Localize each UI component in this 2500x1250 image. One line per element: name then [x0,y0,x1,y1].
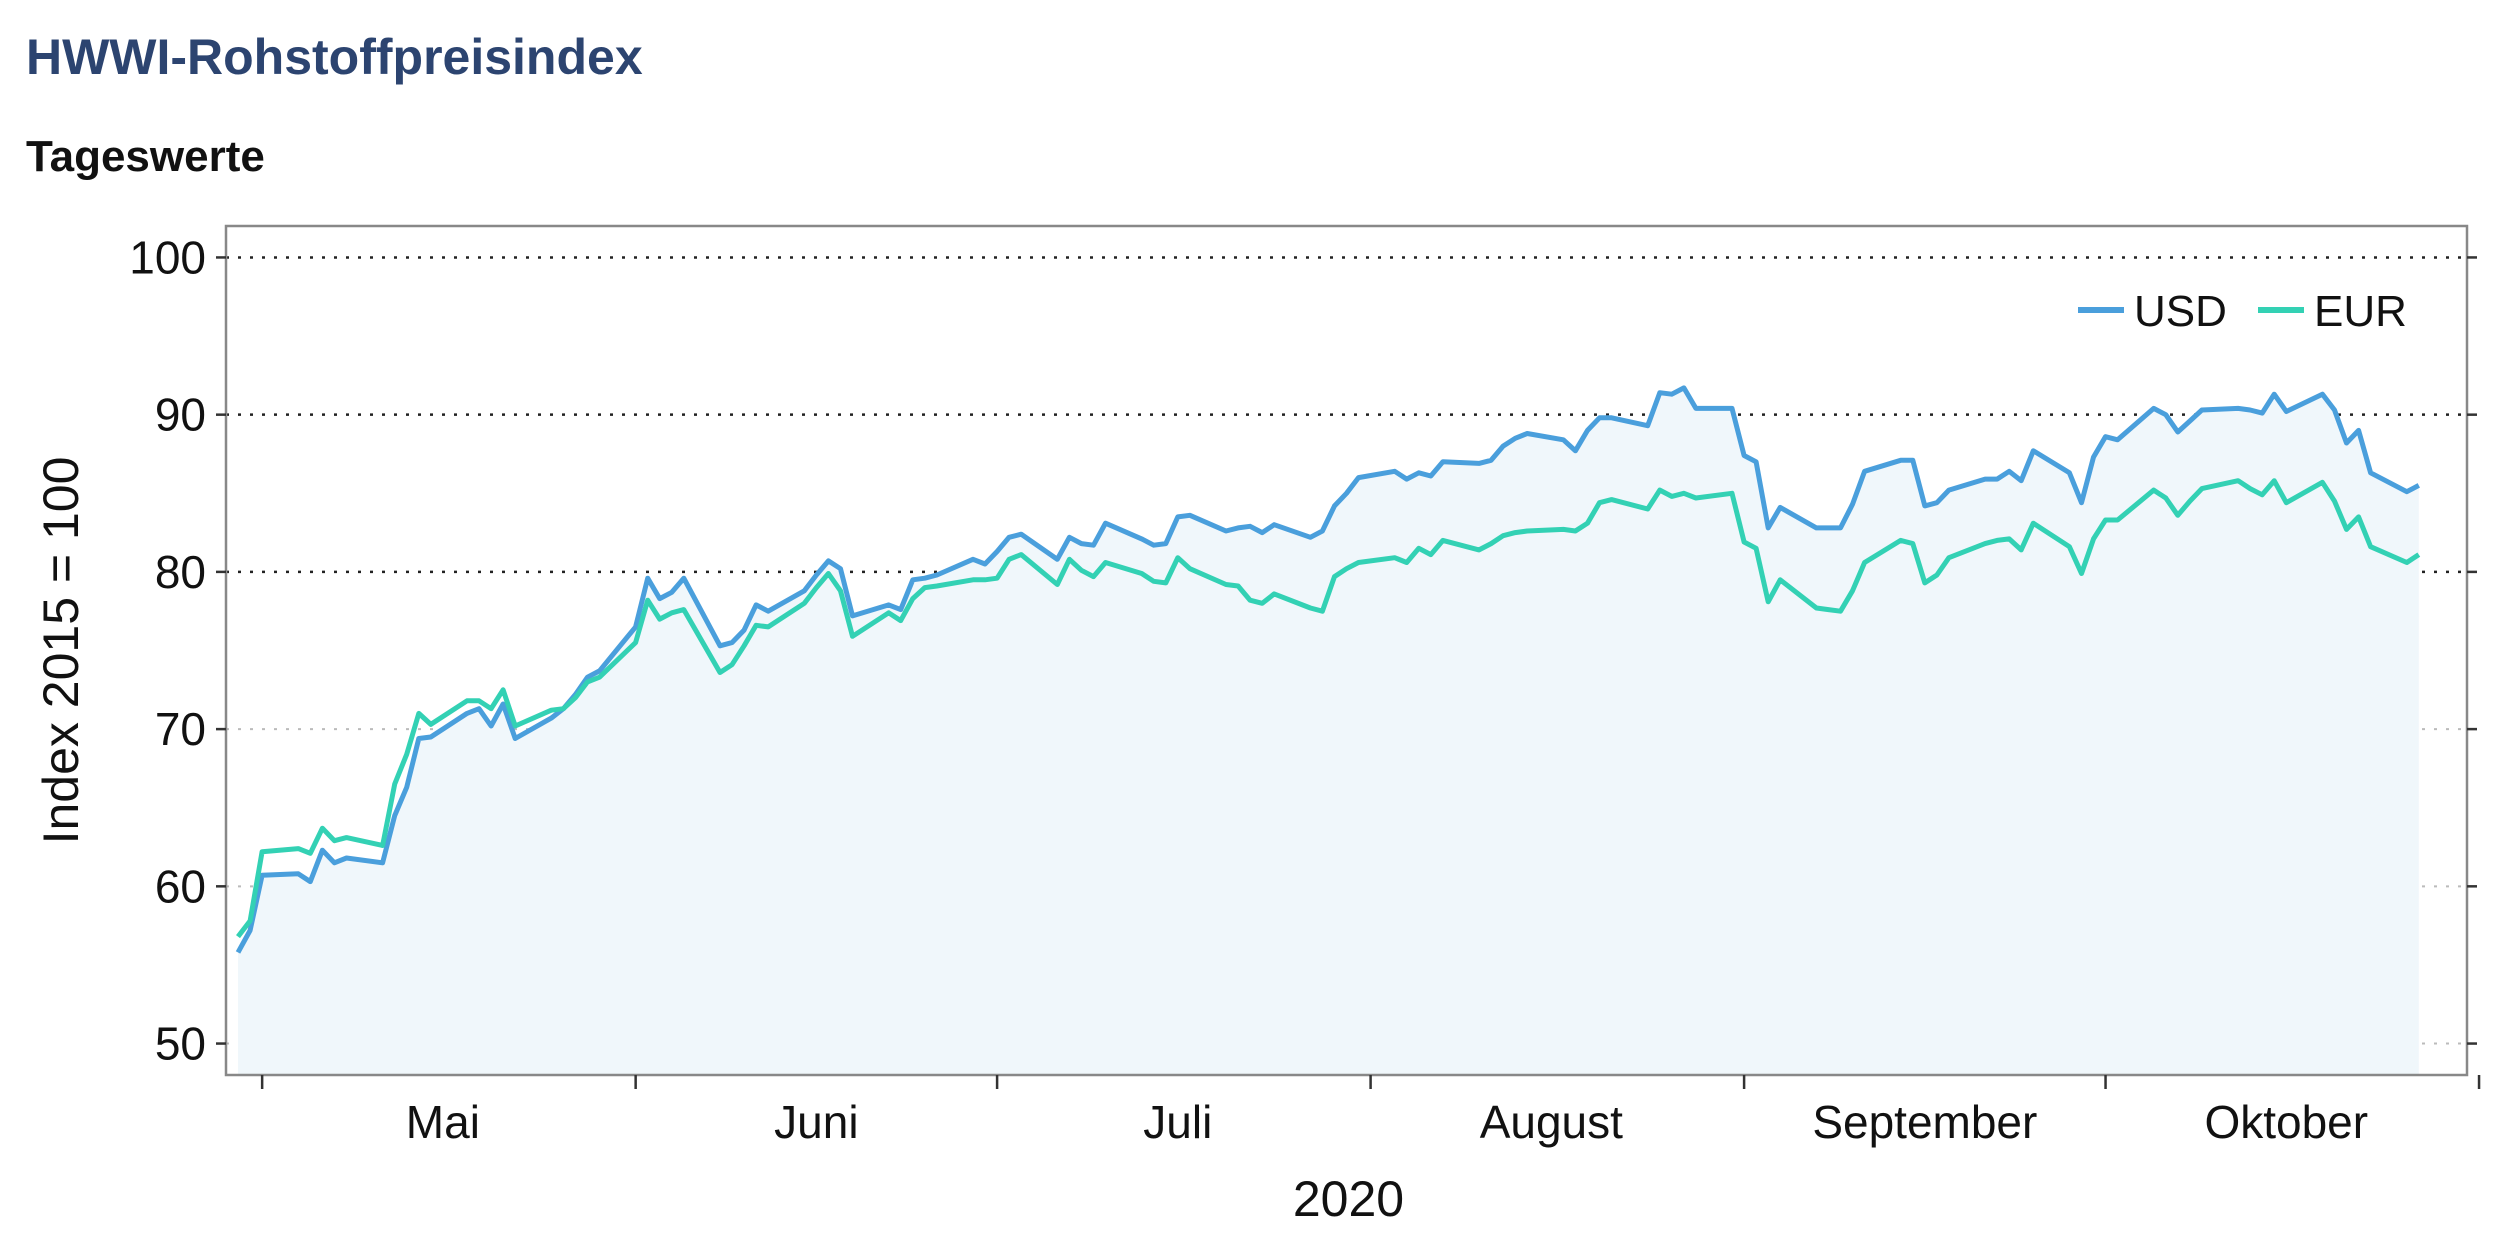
plot-frame [224,224,2469,1077]
x-axis-title: 2020 [1293,1171,1404,1227]
y-tick-label-100: 100 [129,231,206,283]
legend-label-usd: USD [2134,287,2227,336]
x-tick-label-oktober: Oktober [2204,1096,2368,1148]
y-tick-label-80: 80 [155,546,206,598]
legend-label-eur: EUR [2314,287,2407,336]
x-tick-label-juli: Juli [1143,1096,1212,1148]
y-tick-label-50: 50 [155,1018,206,1070]
chart-subtitle: Tageswerte [26,132,265,181]
legend: USD EUR [2078,287,2407,336]
x-tick-label-mai: Mai [406,1096,480,1148]
chart-title: HWWI-Rohstoffpreisindex [26,29,643,85]
y-tick-label-60: 60 [155,860,206,912]
y-tick-label-90: 90 [155,389,206,441]
y-axis-title: Index 2015 = 100 [33,457,89,845]
x-tick-label-august: August [1480,1096,1623,1148]
usd-area-fill [238,387,2419,1075]
y-axis: 50 60 70 80 90 100 [129,231,2477,1070]
eur-series-line [236,478,2421,939]
y-tick-label-70: 70 [155,703,206,755]
x-tick-label-september: September [1812,1096,2037,1148]
usd-series-line [235,385,2420,954]
x-tick-label-juni: Juni [774,1096,858,1148]
x-axis: Mai Juni Juli August September Oktober [260,1075,2481,1148]
